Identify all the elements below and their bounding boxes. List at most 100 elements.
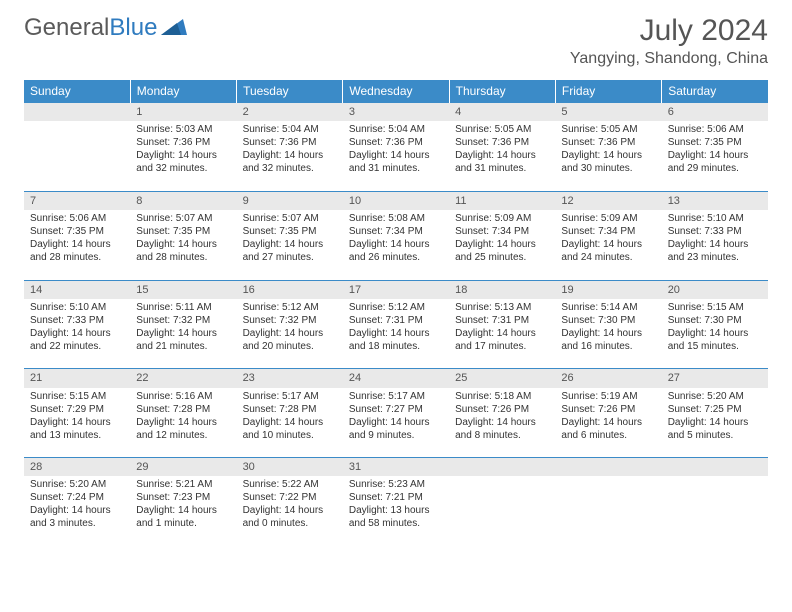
- day-info-line: Sunrise: 5:07 AM: [136, 212, 230, 225]
- day-info-line: Sunrise: 5:20 AM: [30, 478, 124, 491]
- day-info-line: Daylight: 14 hours: [30, 327, 124, 340]
- day-info-line: Daylight: 14 hours: [455, 238, 549, 251]
- day-info-line: Sunset: 7:36 PM: [243, 136, 337, 149]
- day-info-line: and 32 minutes.: [243, 162, 337, 175]
- day-content-cell: Sunrise: 5:17 AMSunset: 7:27 PMDaylight:…: [343, 388, 449, 458]
- day-info-line: Sunset: 7:34 PM: [561, 225, 655, 238]
- day-info-line: Sunset: 7:36 PM: [455, 136, 549, 149]
- day-info-line: Daylight: 14 hours: [136, 416, 230, 429]
- day-info-line: Daylight: 14 hours: [455, 416, 549, 429]
- day-info-line: Daylight: 14 hours: [136, 238, 230, 251]
- day-info-line: Sunrise: 5:21 AM: [136, 478, 230, 491]
- day-number-cell: 29: [130, 458, 236, 477]
- day-number-cell: 8: [130, 191, 236, 210]
- day-info-line: Daylight: 14 hours: [243, 238, 337, 251]
- month-title: July 2024: [570, 14, 768, 48]
- day-content-cell: Sunrise: 5:07 AMSunset: 7:35 PMDaylight:…: [130, 210, 236, 280]
- day-info-line: and 5 minutes.: [668, 429, 762, 442]
- day-number-cell: 13: [662, 191, 768, 210]
- day-content-cell: Sunrise: 5:05 AMSunset: 7:36 PMDaylight:…: [555, 121, 661, 191]
- day-info-line: Sunset: 7:25 PM: [668, 403, 762, 416]
- day-number-cell: 7: [24, 191, 130, 210]
- day-number-cell: 30: [237, 458, 343, 477]
- day-info-line: Daylight: 14 hours: [243, 327, 337, 340]
- day-number-cell: 11: [449, 191, 555, 210]
- day-info-line: and 24 minutes.: [561, 251, 655, 264]
- day-info-line: Daylight: 14 hours: [561, 149, 655, 162]
- day-number-cell: 20: [662, 280, 768, 299]
- day-info-line: Sunset: 7:35 PM: [243, 225, 337, 238]
- day-info-line: and 32 minutes.: [136, 162, 230, 175]
- day-info-line: and 3 minutes.: [30, 517, 124, 530]
- day-number-cell: 26: [555, 369, 661, 388]
- day-info-line: Sunset: 7:34 PM: [455, 225, 549, 238]
- day-info-line: Sunset: 7:33 PM: [668, 225, 762, 238]
- day-number-cell: [555, 458, 661, 477]
- day-info-line: Sunset: 7:32 PM: [243, 314, 337, 327]
- day-info-line: Sunset: 7:34 PM: [349, 225, 443, 238]
- day-content-row: Sunrise: 5:06 AMSunset: 7:35 PMDaylight:…: [24, 210, 768, 280]
- day-info-line: Sunrise: 5:15 AM: [30, 390, 124, 403]
- day-info-line: and 23 minutes.: [668, 251, 762, 264]
- day-info-line: Daylight: 14 hours: [561, 327, 655, 340]
- day-info-line: Sunrise: 5:13 AM: [455, 301, 549, 314]
- logo-text-blue: Blue: [109, 14, 157, 42]
- weekday-header-row: SundayMondayTuesdayWednesdayThursdayFrid…: [24, 80, 768, 103]
- day-info-line: and 21 minutes.: [136, 340, 230, 353]
- day-info-line: Sunrise: 5:17 AM: [243, 390, 337, 403]
- day-info-line: Sunset: 7:36 PM: [136, 136, 230, 149]
- day-content-cell: Sunrise: 5:06 AMSunset: 7:35 PMDaylight:…: [24, 210, 130, 280]
- day-info-line: Daylight: 14 hours: [561, 416, 655, 429]
- day-info-line: Daylight: 14 hours: [455, 327, 549, 340]
- day-info-line: Sunrise: 5:15 AM: [668, 301, 762, 314]
- day-info-line: Sunrise: 5:12 AM: [349, 301, 443, 314]
- day-content-cell: Sunrise: 5:19 AMSunset: 7:26 PMDaylight:…: [555, 388, 661, 458]
- day-info-line: and 10 minutes.: [243, 429, 337, 442]
- day-info-line: Daylight: 14 hours: [349, 238, 443, 251]
- day-info-line: Sunrise: 5:23 AM: [349, 478, 443, 491]
- day-info-line: Daylight: 14 hours: [668, 238, 762, 251]
- day-number-cell: 28: [24, 458, 130, 477]
- day-number-cell: 22: [130, 369, 236, 388]
- weekday-header: Monday: [130, 80, 236, 103]
- day-info-line: and 26 minutes.: [349, 251, 443, 264]
- day-info-line: Sunrise: 5:09 AM: [455, 212, 549, 225]
- day-info-line: Daylight: 14 hours: [349, 416, 443, 429]
- day-info-line: and 25 minutes.: [455, 251, 549, 264]
- day-number-row: 28293031: [24, 458, 768, 477]
- day-info-line: and 28 minutes.: [136, 251, 230, 264]
- day-content-cell: Sunrise: 5:08 AMSunset: 7:34 PMDaylight:…: [343, 210, 449, 280]
- day-info-line: Daylight: 14 hours: [243, 504, 337, 517]
- day-info-line: Sunset: 7:23 PM: [136, 491, 230, 504]
- weekday-header: Sunday: [24, 80, 130, 103]
- day-number-cell: 5: [555, 103, 661, 122]
- day-info-line: Daylight: 14 hours: [243, 416, 337, 429]
- day-info-line: Sunset: 7:36 PM: [349, 136, 443, 149]
- logo-text-general: General: [24, 14, 109, 42]
- day-info-line: Sunrise: 5:10 AM: [668, 212, 762, 225]
- day-content-row: Sunrise: 5:10 AMSunset: 7:33 PMDaylight:…: [24, 299, 768, 369]
- day-content-cell: Sunrise: 5:12 AMSunset: 7:32 PMDaylight:…: [237, 299, 343, 369]
- day-number-cell: 6: [662, 103, 768, 122]
- day-info-line: Daylight: 14 hours: [561, 238, 655, 251]
- day-number-cell: 27: [662, 369, 768, 388]
- day-info-line: and 12 minutes.: [136, 429, 230, 442]
- day-number-cell: 4: [449, 103, 555, 122]
- day-number-cell: 14: [24, 280, 130, 299]
- day-info-line: and 30 minutes.: [561, 162, 655, 175]
- day-number-cell: 9: [237, 191, 343, 210]
- day-info-line: Sunrise: 5:05 AM: [455, 123, 549, 136]
- day-info-line: Daylight: 14 hours: [668, 327, 762, 340]
- day-info-line: and 31 minutes.: [455, 162, 549, 175]
- day-content-cell: Sunrise: 5:11 AMSunset: 7:32 PMDaylight:…: [130, 299, 236, 369]
- day-content-cell: Sunrise: 5:15 AMSunset: 7:30 PMDaylight:…: [662, 299, 768, 369]
- day-info-line: Sunrise: 5:05 AM: [561, 123, 655, 136]
- day-content-cell: Sunrise: 5:16 AMSunset: 7:28 PMDaylight:…: [130, 388, 236, 458]
- day-content-cell: Sunrise: 5:03 AMSunset: 7:36 PMDaylight:…: [130, 121, 236, 191]
- day-info-line: Sunset: 7:31 PM: [349, 314, 443, 327]
- day-info-line: and 17 minutes.: [455, 340, 549, 353]
- day-info-line: Daylight: 14 hours: [455, 149, 549, 162]
- day-info-line: Sunrise: 5:11 AM: [136, 301, 230, 314]
- day-content-cell: Sunrise: 5:17 AMSunset: 7:28 PMDaylight:…: [237, 388, 343, 458]
- day-info-line: Sunrise: 5:09 AM: [561, 212, 655, 225]
